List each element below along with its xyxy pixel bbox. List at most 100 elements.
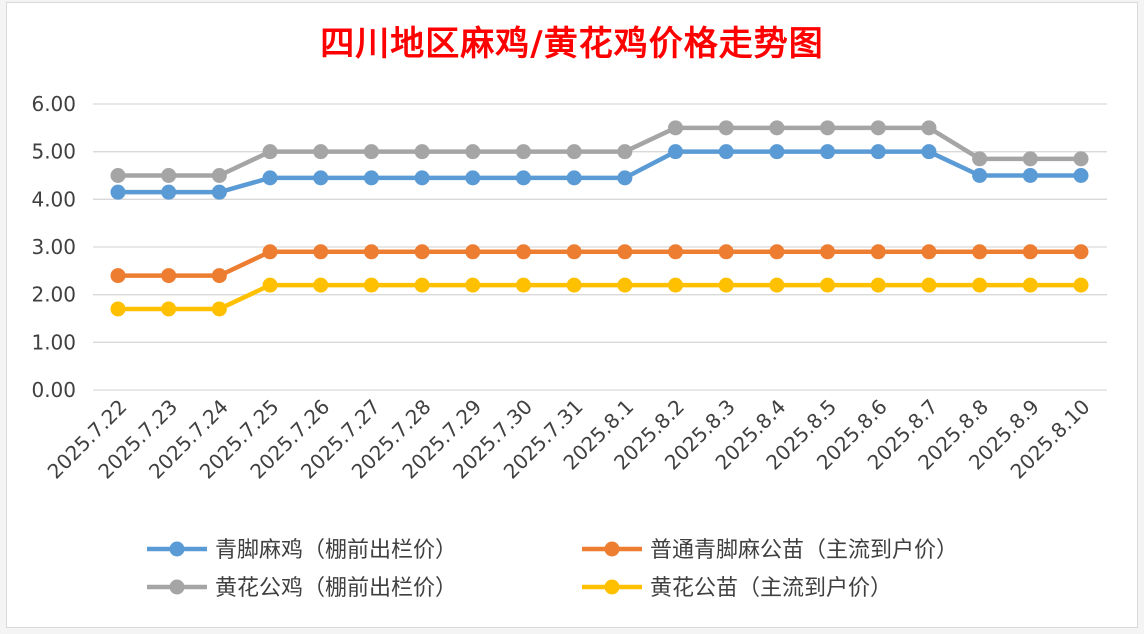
data-point (414, 244, 430, 260)
data-point (566, 277, 582, 293)
data-point (1022, 151, 1038, 167)
chart-frame (6, 2, 1138, 628)
series-layer (110, 120, 1089, 317)
y-tick-label: 4.00 (31, 187, 76, 211)
series-2 (110, 244, 1089, 284)
series-1 (110, 144, 1089, 200)
legend-item: 普通青脚麻公苗（主流到户价） (582, 538, 958, 563)
data-point (921, 244, 937, 260)
data-point (820, 120, 836, 136)
y-tick-label: 2.00 (31, 283, 76, 307)
data-point (668, 277, 684, 293)
data-point (363, 144, 379, 160)
data-point (972, 244, 988, 260)
data-point (921, 144, 937, 160)
data-point (1073, 244, 1089, 260)
data-point (110, 301, 126, 317)
data-point (161, 301, 177, 317)
legend-label: 黄花公苗（主流到户价） (650, 576, 892, 601)
data-point (1073, 277, 1089, 293)
data-point (921, 120, 937, 136)
data-point (617, 244, 633, 260)
y-tick-label: 3.00 (31, 235, 76, 259)
series-3 (110, 120, 1089, 183)
data-point (363, 244, 379, 260)
data-point (161, 268, 177, 284)
y-tick-label: 6.00 (31, 92, 76, 116)
y-tick-label: 5.00 (31, 140, 76, 164)
data-point (465, 170, 481, 186)
data-point (617, 170, 633, 186)
series-line (115, 125, 1084, 178)
data-point (566, 244, 582, 260)
data-point (769, 244, 785, 260)
legend-swatch-marker (604, 541, 620, 557)
data-point (870, 120, 886, 136)
data-point (414, 277, 430, 293)
data-point (515, 170, 531, 186)
data-point (161, 184, 177, 200)
series-line (115, 149, 1084, 195)
data-point (262, 170, 278, 186)
data-point (211, 168, 227, 183)
data-point (921, 277, 937, 293)
data-point (870, 244, 886, 260)
data-point (262, 244, 278, 260)
data-point (515, 144, 531, 160)
y-tick-label: 1.00 (31, 330, 76, 354)
gridlines (93, 103, 1107, 391)
data-point (870, 144, 886, 160)
series-4 (110, 277, 1089, 317)
data-point (718, 244, 734, 260)
data-point (262, 277, 278, 293)
x-axis: 2025.7.222025.7.232025.7.242025.7.252025… (43, 395, 1095, 484)
legend-swatch-marker (169, 541, 185, 557)
series-line (115, 282, 1084, 312)
legend-item: 黄花公苗（主流到户价） (582, 576, 892, 601)
data-point (313, 277, 329, 293)
data-point (718, 277, 734, 293)
data-point (1022, 277, 1038, 293)
data-point (769, 120, 785, 136)
data-point (313, 144, 329, 160)
legend-item: 黄花公鸡（棚前出栏价） (147, 576, 457, 601)
data-point (465, 244, 481, 260)
data-point (617, 144, 633, 160)
legend-label: 黄花公鸡（棚前出栏价） (215, 576, 457, 601)
data-point (820, 244, 836, 260)
data-point (262, 144, 278, 160)
data-point (1022, 168, 1038, 183)
data-point (769, 144, 785, 160)
data-point (313, 170, 329, 186)
data-point (972, 168, 988, 183)
data-point (211, 184, 227, 200)
data-point (211, 268, 227, 284)
data-point (718, 120, 734, 136)
data-point (211, 301, 227, 317)
data-point (972, 277, 988, 293)
legend-item: 青脚麻鸡（棚前出栏价） (147, 538, 457, 563)
data-point (515, 244, 531, 260)
legend: 青脚麻鸡（棚前出栏价） 普通青脚麻公苗（主流到户价） 黄花公鸡（棚前出栏价） 黄花公苗… (147, 538, 958, 601)
data-point (1073, 168, 1089, 183)
data-point (110, 168, 126, 183)
y-tick-label: 0.00 (31, 378, 76, 402)
chart-title: 四川地区麻鸡/黄花鸡价格走势图 (320, 24, 824, 64)
data-point (668, 144, 684, 160)
data-point (820, 144, 836, 160)
data-point (820, 277, 836, 293)
data-point (566, 144, 582, 160)
data-point (363, 170, 379, 186)
data-point (617, 277, 633, 293)
data-point (313, 244, 329, 260)
data-point (414, 170, 430, 186)
legend-swatch-marker (169, 579, 185, 595)
data-point (870, 277, 886, 293)
data-point (363, 277, 379, 293)
data-point (110, 268, 126, 284)
data-point (668, 244, 684, 260)
data-point (668, 120, 684, 136)
data-point (718, 144, 734, 160)
data-point (566, 170, 582, 186)
